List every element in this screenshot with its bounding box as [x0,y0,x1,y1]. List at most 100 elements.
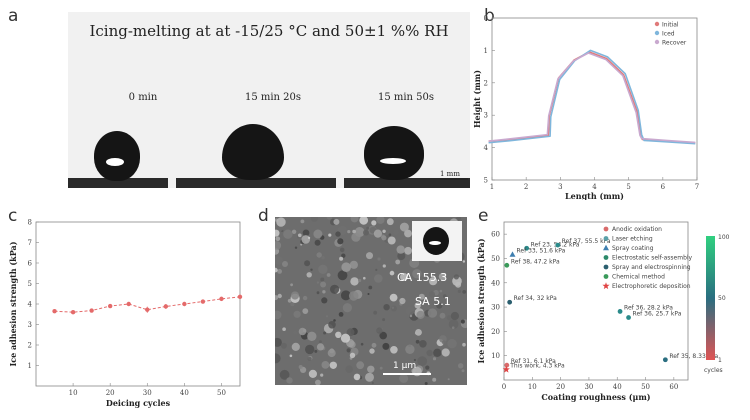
sem-grain [323,331,327,335]
sem-grain [390,346,398,354]
sem-grain [367,293,370,295]
x-axis-label: Deicing cycles [106,398,171,408]
chart-c-adhesion-cycles: 10 20 30 40 50 1 2 3 4 5 6 7 8 Deicing cycles Ice adhe… [8,219,243,408]
point-label: This work, 4.3 kPa [509,363,565,370]
y-tick-label: 8 [28,219,32,227]
sem-grain [316,291,320,295]
sem-grain [412,269,422,279]
x-tick-label: 30 [143,389,152,397]
sem-grain [308,236,311,239]
sem-grain [363,276,366,280]
sem-grain [365,372,374,382]
y-tick-label: 3 [28,321,32,329]
sem-grain [280,342,287,349]
scatter-point [524,245,530,251]
sem-grain [340,333,351,343]
sem-grain [345,365,353,373]
series-line-recover [488,52,696,144]
sem-grain [333,218,340,225]
sem-grain [282,327,286,331]
sem-grain [322,290,326,294]
y-axis-label: Height (mm) [472,70,482,128]
sem-grain [289,354,293,358]
point-label: Ref 35, 8.33 kPa [669,353,718,360]
sem-grain [349,260,358,269]
sem-grain [415,339,420,344]
scatter-point [502,365,510,373]
sem-grain [316,281,319,284]
sem-grain [350,217,359,223]
y-tick-label: 40 [491,279,500,287]
sem-grain [439,289,443,293]
sem-grain [383,304,390,311]
sem-grain [335,331,342,338]
x-tick-label: 0 [502,383,506,391]
sem-grain [308,369,317,378]
y-tick-label: 1 [28,362,32,370]
scatter-point [617,309,623,314]
sem-grain [279,369,290,380]
data-point [107,303,113,309]
y-tick-label: 5 [28,280,32,288]
data-point [219,296,224,302]
x-tick-label: 2 [524,183,528,191]
sem-grain [417,356,428,367]
sem-grain [404,246,412,255]
sem-grain [304,260,311,267]
legend-label: Spray and electrospinning [612,264,691,271]
sem-grain [275,236,281,242]
panel-label-a: a [8,6,19,26]
sem-grain [416,310,425,319]
scatter-point [662,357,668,363]
panel-label-d: d [258,206,269,226]
point-label: Ref 23, 54.2 kPa [531,241,580,248]
scatter-point [509,251,516,257]
scatter-point [504,362,510,368]
series-line-initial [488,51,696,144]
sem-grain [338,312,344,317]
sem-grain [382,318,386,322]
sem-grain [400,273,408,281]
x-tick-label: 40 [613,383,622,391]
sem-grain [350,277,359,286]
sem-grain [340,290,351,301]
sem-grain [328,233,332,237]
scatter-point [555,242,561,248]
sem-grain [462,260,466,263]
droplet-image-2 [222,124,284,180]
point-label: Ref 34, 32 kPa [514,295,557,302]
substrate-2 [176,178,336,188]
sem-grain [337,270,348,281]
data-point [200,299,206,304]
legend-marker-initial [654,21,660,27]
sem-grain [348,291,359,301]
panel-label-e: e [478,206,489,226]
sem-grain [418,293,425,300]
sem-grain [290,291,300,300]
sem-grain [329,361,337,369]
sem-grain [424,382,428,385]
sem-grain [306,272,312,278]
sem-grain [399,222,409,232]
sem-grain [456,217,461,221]
sem-grain [373,310,378,315]
legend-label: Electrostatic self-assembly [612,255,693,262]
legend-label: Electrophoretic deposition [612,283,691,290]
sem-grain [349,352,356,358]
legend-marker [603,226,609,232]
sem-grain [427,308,438,318]
sem-grain [404,229,412,238]
scale-bar-d [383,373,431,375]
sem-grain [298,365,303,369]
sem-grain [414,331,418,335]
x-tick-label: 10 [69,389,78,397]
sem-grain [405,344,415,354]
x-tick-label: 30 [584,383,593,391]
sem-grain [376,327,383,334]
sem-grain [337,238,344,245]
sem-grain [367,365,375,373]
sem-grain [447,378,450,381]
data-point [145,307,150,312]
y-tick-label: 3 [484,112,488,120]
